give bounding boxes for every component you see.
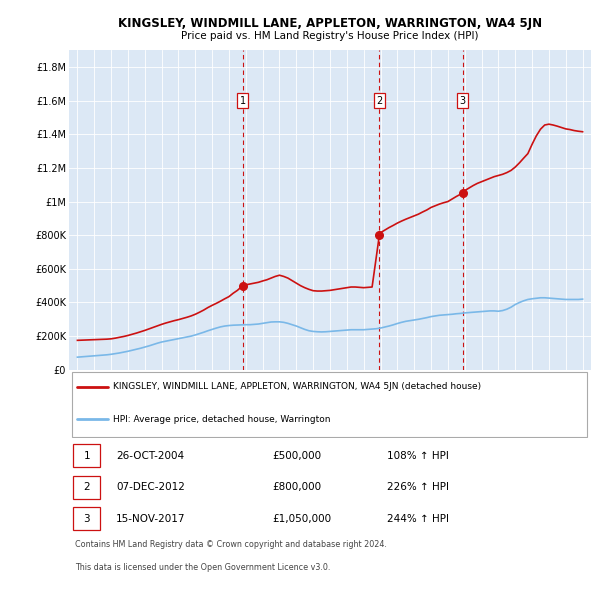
Text: 15-NOV-2017: 15-NOV-2017 [116,514,185,524]
Text: 2: 2 [83,482,90,492]
Text: 1: 1 [83,451,90,461]
Text: HPI: Average price, detached house, Warrington: HPI: Average price, detached house, Warr… [113,415,331,424]
Text: KINGSLEY, WINDMILL LANE, APPLETON, WARRINGTON, WA4 5JN (detached house): KINGSLEY, WINDMILL LANE, APPLETON, WARRI… [113,382,481,391]
Text: 26-OCT-2004: 26-OCT-2004 [116,451,184,461]
FancyBboxPatch shape [71,372,587,437]
Text: 3: 3 [83,514,90,524]
FancyBboxPatch shape [73,444,100,467]
Text: This data is licensed under the Open Government Licence v3.0.: This data is licensed under the Open Gov… [75,563,331,572]
Text: 226% ↑ HPI: 226% ↑ HPI [388,482,449,492]
Text: 3: 3 [460,96,466,106]
Text: KINGSLEY, WINDMILL LANE, APPLETON, WARRINGTON, WA4 5JN: KINGSLEY, WINDMILL LANE, APPLETON, WARRI… [118,17,542,30]
Text: 108% ↑ HPI: 108% ↑ HPI [388,451,449,461]
Text: £500,000: £500,000 [272,451,322,461]
Text: £800,000: £800,000 [272,482,322,492]
Text: 1: 1 [240,96,246,106]
FancyBboxPatch shape [73,507,100,530]
Text: £1,050,000: £1,050,000 [272,514,332,524]
Text: 2: 2 [376,96,382,106]
Text: 244% ↑ HPI: 244% ↑ HPI [388,514,449,524]
Text: Price paid vs. HM Land Registry's House Price Index (HPI): Price paid vs. HM Land Registry's House … [181,31,479,41]
FancyBboxPatch shape [73,476,100,499]
Text: 07-DEC-2012: 07-DEC-2012 [116,482,185,492]
Text: Contains HM Land Registry data © Crown copyright and database right 2024.: Contains HM Land Registry data © Crown c… [75,540,387,549]
